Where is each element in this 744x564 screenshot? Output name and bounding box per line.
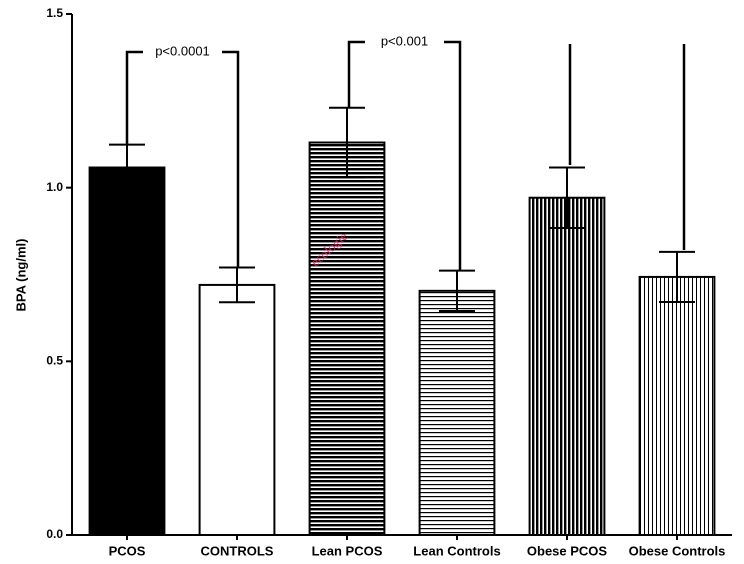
x-tick-label: Obese Controls — [629, 543, 726, 558]
y-tick-label: 0.5 — [46, 354, 63, 368]
bracket — [125, 50, 143, 145]
y-tick-label: 1.0 — [46, 180, 63, 194]
bracket — [222, 50, 240, 268]
bar — [418, 289, 496, 537]
bar — [528, 196, 606, 537]
error-bar — [659, 250, 695, 303]
x-tick-label: Lean Controls — [413, 543, 500, 558]
annotation: p<0.0001 — [155, 43, 210, 58]
x-tick-label: Obese PCOS — [527, 543, 608, 558]
x-tick-label: PCOS — [109, 543, 146, 558]
annotation: p<0.001 — [381, 33, 428, 48]
error-bar — [439, 269, 475, 312]
y-tick-label: 0.0 — [46, 527, 63, 541]
bar — [88, 166, 166, 536]
bar — [638, 275, 716, 536]
y-axis-label: BPA (ng/ml) — [13, 239, 28, 312]
x-tick-label: Lean PCOS — [312, 543, 383, 558]
error-bar — [329, 106, 365, 179]
bracket — [444, 40, 462, 271]
bracket — [347, 40, 365, 108]
y-tick-label: 1.5 — [46, 6, 63, 20]
bar — [198, 283, 276, 537]
third-bracket — [568, 44, 686, 250]
x-tick-label: CONTROLS — [201, 543, 274, 558]
bar — [308, 141, 386, 536]
error-bar — [549, 166, 585, 229]
